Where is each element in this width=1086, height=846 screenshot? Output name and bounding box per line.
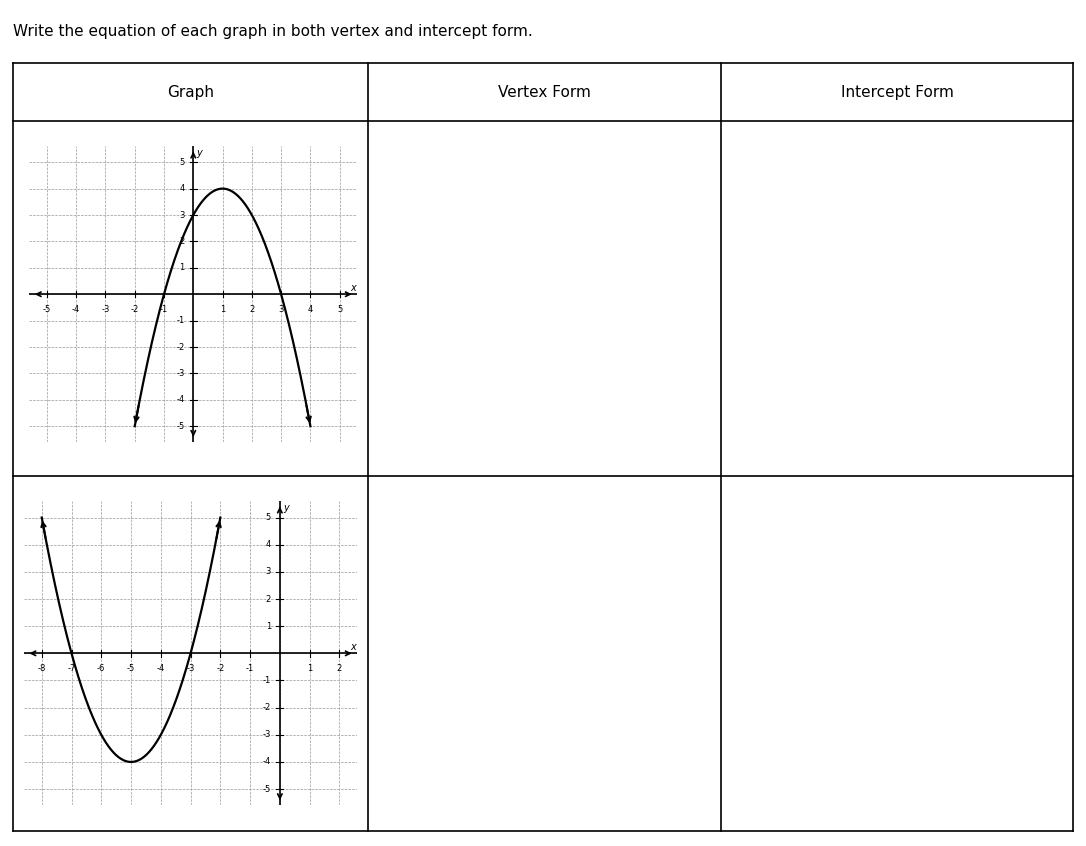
Text: 4: 4 [179,184,185,193]
Text: Vertex Form: Vertex Form [498,85,591,100]
Text: x: x [350,283,356,293]
Text: -6: -6 [97,664,105,673]
Text: -2: -2 [176,343,185,351]
Text: 3: 3 [179,211,185,219]
Text: Write the equation of each graph in both vertex and intercept form.: Write the equation of each graph in both… [13,24,533,39]
Text: 2: 2 [337,664,342,673]
Text: y: y [283,503,289,513]
Text: -7: -7 [67,664,76,673]
Text: 1: 1 [179,263,185,272]
Text: 2: 2 [266,595,270,603]
Text: 1: 1 [220,305,225,314]
Text: 1: 1 [266,622,270,630]
Text: -2: -2 [216,664,225,673]
Text: 5: 5 [179,157,185,167]
Text: y: y [197,148,202,157]
Text: -5: -5 [263,784,270,794]
Text: -1: -1 [176,316,185,325]
Text: 2: 2 [179,237,185,246]
Text: -1: -1 [245,664,254,673]
Text: -4: -4 [176,395,185,404]
Text: x: x [350,641,355,651]
Text: 4: 4 [266,541,270,549]
Text: Intercept Form: Intercept Form [841,85,954,100]
Text: -2: -2 [263,703,270,712]
Text: Graph: Graph [167,85,214,100]
Text: -2: -2 [130,305,139,314]
Text: -4: -4 [156,664,165,673]
Text: -8: -8 [38,664,46,673]
Text: 2: 2 [249,305,254,314]
Text: -3: -3 [176,369,185,378]
Text: -4: -4 [263,757,270,766]
Text: -5: -5 [42,305,51,314]
Text: -1: -1 [160,305,168,314]
Text: 5: 5 [266,513,270,522]
Text: -5: -5 [127,664,135,673]
Text: -4: -4 [72,305,80,314]
Text: -5: -5 [176,421,185,431]
Text: 3: 3 [266,568,270,576]
Text: -3: -3 [263,730,270,739]
Text: -3: -3 [101,305,110,314]
Text: 3: 3 [278,305,283,314]
Text: 1: 1 [307,664,313,673]
Text: 5: 5 [337,305,342,314]
Text: -1: -1 [263,676,270,685]
Text: 4: 4 [307,305,313,314]
Text: -3: -3 [187,664,194,673]
